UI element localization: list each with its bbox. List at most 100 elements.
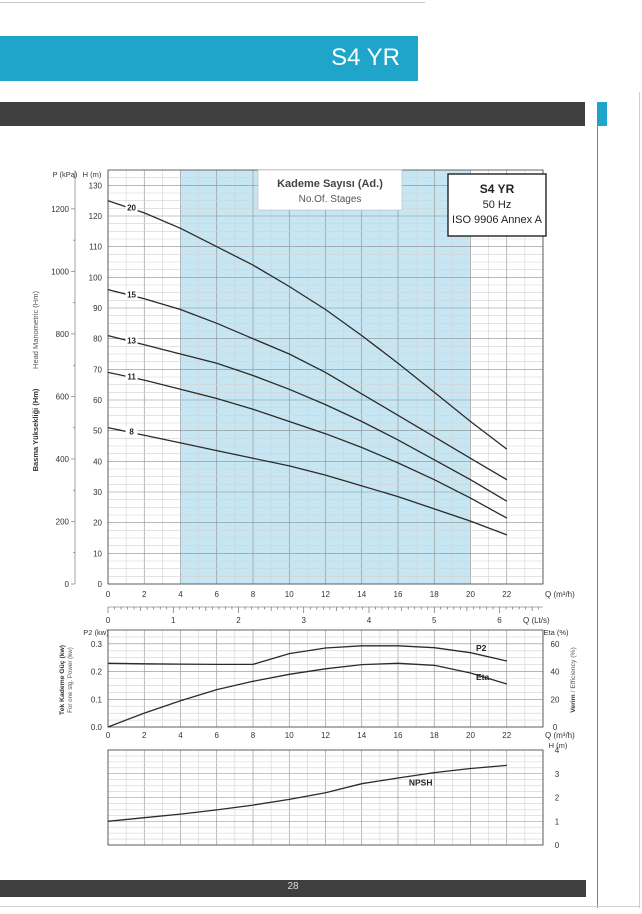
stages-box-title: Kademe Sayısı (Ad.) [277,178,383,190]
x-tick-label: 4 [178,590,183,599]
lts-tick-label: 1 [171,616,176,625]
curve-eta [107,662,507,728]
y-tick-label: 20 [93,519,102,528]
y-tick-label: 0 [98,580,103,589]
npsh-chart: 0 1 2 3 4H (m) NPSH [107,741,568,850]
npsh-axis-unit: H (m) [549,741,568,750]
x-tick-label: 16 [394,731,403,740]
head-curve-8 [107,426,508,536]
eta-axis-title: Verim / Efficiency (%) [570,647,577,713]
x-tick-label: 6 [215,590,220,599]
x-tick-label: 18 [430,731,439,740]
kpa-tick-label: 0 [65,580,70,589]
section-band [0,102,585,126]
x-tick-label: 2 [142,731,147,740]
head-curve-15 [107,288,508,481]
label-p2: P2 [476,643,487,653]
kpa-tick-label: 200 [56,517,70,526]
y-tick-label: 10 [93,549,102,558]
lts-axis-unit: Q (Lt/s) [523,616,550,625]
y-axis-unit: H (m) [83,170,102,179]
y-tick-label: 100 [89,273,103,282]
side-accent [597,102,607,126]
stages-box-frame [257,169,403,211]
kpa-tick-label: 1200 [51,205,69,214]
y-tick-label: 60 [93,396,102,405]
power-chart-frame [107,629,544,728]
x-tick-label: 16 [394,590,403,599]
p2-tick-label: 0.0 [91,723,103,732]
stage-label-15: 15 [127,291,136,300]
head-curve-13 [107,334,508,502]
y-tick-label: 30 [93,488,102,497]
kpa-tick-label: 800 [56,330,70,339]
kpa-axis-unit: P (kPa) [53,170,78,179]
x-tick-label: 2 [142,590,147,599]
kpa-tick-label: 1000 [51,267,69,276]
stage-label-8: 8 [129,428,134,437]
stage-label-bg [125,202,138,213]
right-rule [639,92,640,908]
x-tick-label: 20 [466,590,475,599]
lts-tick-label: 3 [302,616,307,625]
p2-axis-unit: P2 (kw) [83,628,109,637]
npsh-tick-label: 3 [555,770,560,779]
p2-axis-title-en: For one stg. Power (kw) [67,647,74,713]
x-tick-label: 4 [178,731,183,740]
npsh-chart-frame [107,749,544,846]
stage-label-bg [125,289,138,300]
label-eta: Eta [476,672,490,682]
power-efficiency-chart: 0.0 0.1 0.2 0.3 0 20 40 60 0 2 4 6 8 10 12 14 16 18 20 22 Q … [59,628,577,740]
y-axis-title-en: Head Manometric (Hm) [31,291,40,369]
label-npsh: NPSH [409,778,433,788]
x-tick-label: 20 [466,731,475,740]
p2-tick-label: 0.1 [91,695,103,704]
x-tick-label: 8 [251,731,256,740]
info-box-standard: ISO 9906 Annex A [452,214,543,226]
stage-label-bg [125,426,138,437]
stage-label-bg [125,371,138,382]
lts-tick-label: 0 [106,616,111,625]
y-tick-label: 90 [93,304,102,313]
x-axis-unit: Q (m³/h) [545,731,575,740]
x-tick-label: 12 [321,731,330,740]
x-tick-label: 18 [430,590,439,599]
x-tick-label: 14 [357,590,366,599]
y-tick-label: 110 [89,243,102,252]
top-rule [0,2,425,3]
curve-p2 [107,645,507,666]
info-box-frame [447,173,547,237]
y-axis-title-tr: Basma Yüksekliği (Hm) [31,388,40,471]
p2-tick-label: 0.3 [91,640,103,649]
x-tick-label: 22 [502,731,511,740]
footer-band: 28 [0,880,586,897]
lts-tick-label: 4 [367,616,372,625]
eta-tick-label: 60 [551,640,560,649]
y-tick-label: 130 [89,181,103,190]
npsh-tick-label: 1 [555,817,560,826]
lts-tick-label: 6 [497,616,502,625]
stages-box-subtitle: No.Of. Stages [299,194,362,205]
eta-tick-label: 20 [551,695,560,704]
x-tick-label: 0 [106,590,111,599]
page-title: S4 YR [331,44,400,71]
npsh-tick-label: 2 [555,794,560,803]
y-tick-label: 80 [93,335,102,344]
head-curve-20 [107,200,508,450]
eta-tick-label: 40 [551,668,560,677]
page-number: 28 [287,881,299,892]
stage-label-bg [125,335,138,346]
npsh-tick-label: 0 [555,841,560,850]
stage-label-11: 11 [127,372,136,381]
x-tick-label: 8 [251,590,256,599]
bottom-rule [0,906,640,907]
x-tick-label: 14 [357,731,366,740]
x-tick-label: 6 [215,731,220,740]
x-tick-label: 10 [285,731,294,740]
stages-box: Kademe Sayısı (Ad.) No.Of. Stages [257,169,403,211]
info-box: S4 YR 50 Hz ISO 9906 Annex A [447,173,547,237]
y-tick-label: 50 [93,427,102,436]
side-rule [597,126,598,908]
x-tick-label: 22 [502,590,511,599]
